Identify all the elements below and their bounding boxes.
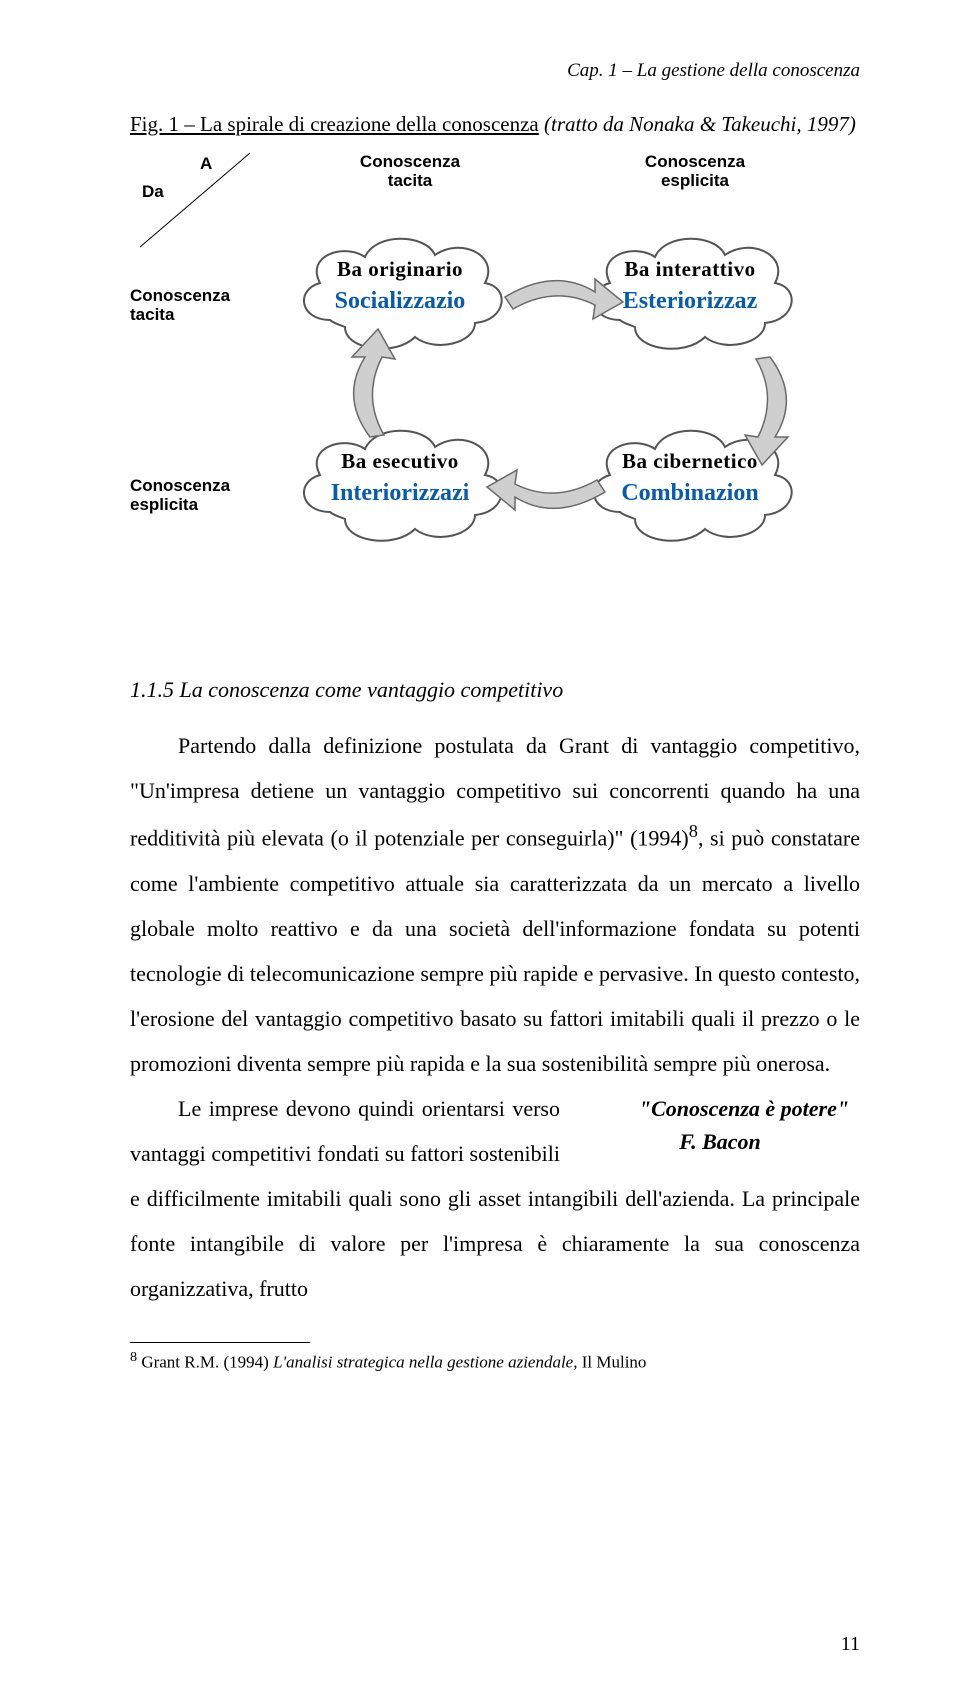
para1-tail: , si può constatare come l'ambiente comp… <box>130 826 860 1076</box>
row-top-label: Conoscenza tacita <box>130 287 240 324</box>
footnote: 8 Grant R.M. (1994) L'analisi strategica… <box>130 1349 860 1373</box>
section-heading: 1.1.5 La conoscenza come vantaggio compe… <box>130 677 860 703</box>
para1-footnote-ref: 8 <box>689 821 698 841</box>
side-quote-line2: F. Bacon <box>679 1129 761 1154</box>
axis-divider <box>130 147 290 267</box>
figure-caption-source: (tratto da Nonaka & Takeuchi, 1997) <box>539 112 856 136</box>
cycle-arrows-sides <box>280 317 820 477</box>
footnote-tail: Il Mulino <box>577 1352 646 1371</box>
footnote-text: Grant R.M. (1994) <box>137 1352 273 1371</box>
footnote-italic: L'analisi strategica nella gestione azie… <box>273 1352 577 1371</box>
figure-caption: Fig. 1 – La spirale di creazione della c… <box>130 112 860 137</box>
paragraph-1: Partendo dalla definizione postulata da … <box>130 723 860 1086</box>
footnote-separator <box>130 1342 310 1343</box>
figure-caption-main: Fig. 1 – La spirale di creazione della c… <box>130 112 539 136</box>
page-number: 11 <box>841 1633 860 1656</box>
row-bottom-label: Conoscenza esplicita <box>130 477 240 514</box>
side-quote-line1: "Conoscenza è potere" <box>639 1096 849 1121</box>
paragraph-2: "Conoscenza è potere" F. Bacon Le impres… <box>130 1086 860 1311</box>
col-right-label: Conoscenza esplicita <box>630 153 760 190</box>
figure-spirale: Da A Conoscenza tacita Conoscenza esplic… <box>130 147 870 647</box>
running-head: Cap. 1 – La gestione della conoscenza <box>130 60 860 82</box>
side-quote: "Conoscenza è potere" F. Bacon <box>580 1092 860 1158</box>
col-left-label: Conoscenza tacita <box>345 153 475 190</box>
